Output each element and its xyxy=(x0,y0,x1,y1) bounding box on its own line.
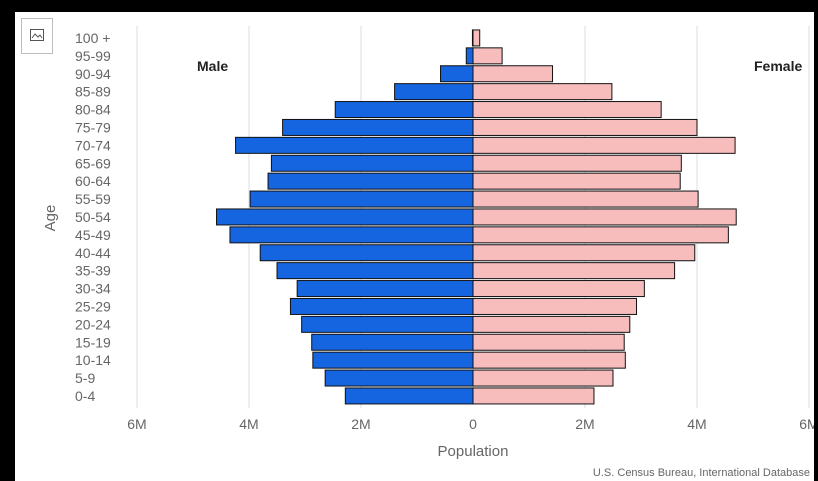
bar-female xyxy=(472,333,625,351)
bar-female xyxy=(472,83,613,101)
x-tick-label: 0 xyxy=(469,416,477,432)
x-tick-label: 6M xyxy=(127,416,146,432)
y-tick-label: 10-14 xyxy=(75,352,111,368)
y-tick-label: 45-49 xyxy=(75,227,111,243)
bar-female xyxy=(472,387,595,405)
x-tick-label: 6M xyxy=(799,416,814,432)
bar-female xyxy=(472,172,681,190)
x-tick-label: 4M xyxy=(687,416,706,432)
bar-male xyxy=(465,47,474,65)
y-tick-label: 65-69 xyxy=(75,155,111,171)
bar-male xyxy=(394,83,474,101)
bar-male xyxy=(440,65,474,83)
y-tick-label: 15-19 xyxy=(75,334,111,350)
bar-female xyxy=(472,29,481,47)
bar-male xyxy=(289,297,474,315)
bar-male xyxy=(276,262,474,280)
x-tick-label: 2M xyxy=(351,416,370,432)
x-tick-label: 2M xyxy=(575,416,594,432)
bar-male xyxy=(235,136,474,154)
x-tick-label: 4M xyxy=(239,416,258,432)
bar-male xyxy=(334,101,474,119)
male-label: Male xyxy=(197,58,229,74)
y-tick-label: 55-59 xyxy=(75,191,111,207)
bar-female xyxy=(472,65,554,83)
bar-female xyxy=(472,297,638,315)
chart-frame: 6M 4M 2M 0 2M 4M 6M 100 + 95-99 90-94 85-89 80-84 75… xyxy=(15,12,814,481)
bar-female xyxy=(472,118,698,136)
bar-male xyxy=(267,172,474,190)
y-tick-label: 5-9 xyxy=(75,370,95,386)
bar-female xyxy=(472,226,729,244)
y-tick-label: 100 + xyxy=(75,30,110,46)
population-pyramid-chart: 6M 4M 2M 0 2M 4M 6M 100 + 95-99 90-94 85-89 80-8475… xyxy=(42,26,814,460)
y-tick-label: 35-39 xyxy=(75,263,111,279)
x-axis-title: Population xyxy=(438,443,509,460)
bar-female xyxy=(472,315,631,333)
y-tick-label: 30-34 xyxy=(75,281,111,297)
chart-menu-button[interactable] xyxy=(21,18,53,54)
bar-female xyxy=(472,244,696,262)
bar-male xyxy=(296,280,474,298)
y-tick-label: 85-89 xyxy=(75,84,111,100)
bar-female xyxy=(472,190,699,208)
source-credit: U.S. Census Bureau, International Databa… xyxy=(592,467,810,479)
bar-female xyxy=(472,136,736,154)
image-icon xyxy=(30,29,44,41)
y-axis-title: Age xyxy=(42,205,59,232)
y-tick-label: 95-99 xyxy=(75,48,111,64)
female-label: Female xyxy=(754,58,803,74)
bar-female xyxy=(472,154,682,172)
y-tick-label: 0-4 xyxy=(75,388,95,404)
bar-male xyxy=(301,315,474,333)
bar-male xyxy=(270,154,474,172)
bar-male xyxy=(216,208,474,226)
y-tick-label: 40-44 xyxy=(75,245,111,261)
y-tick-label: 50-54 xyxy=(75,209,111,225)
bar-male xyxy=(249,190,474,208)
bar-male xyxy=(229,226,474,244)
y-tick-label: 75-79 xyxy=(75,119,111,135)
bar-male xyxy=(259,244,474,262)
bar-male xyxy=(344,387,474,405)
bar-male xyxy=(311,333,474,351)
bar-female xyxy=(472,351,626,369)
bar-female xyxy=(472,369,614,387)
y-tick-label: 90-94 xyxy=(75,66,111,82)
bar-female xyxy=(472,280,645,298)
bar-female xyxy=(472,262,676,280)
bar-male xyxy=(282,118,474,136)
bar-male xyxy=(312,351,474,369)
y-tick-label: 70-74 xyxy=(75,137,111,153)
y-tick-label: 20-24 xyxy=(75,316,111,332)
bar-female xyxy=(472,208,737,226)
y-tick-label: 25-29 xyxy=(75,298,111,314)
y-tick-label: 60-64 xyxy=(75,173,111,189)
bar-female xyxy=(472,47,503,65)
y-tick-label: 80-84 xyxy=(75,102,111,118)
bar-female xyxy=(472,101,662,119)
bar-male xyxy=(324,369,474,387)
